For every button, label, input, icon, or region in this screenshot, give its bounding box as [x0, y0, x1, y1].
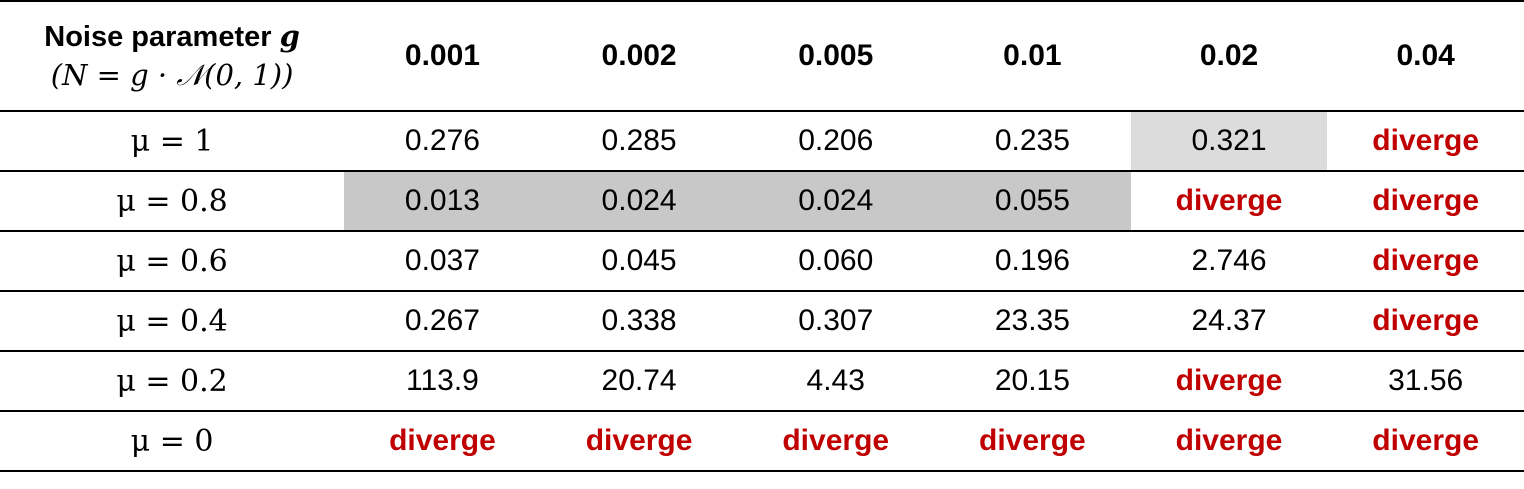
table-cell: 0.267	[344, 291, 541, 352]
table-cell: 0.338	[540, 291, 738, 352]
table-cell: diverge	[737, 411, 935, 472]
table-cell: 0.285	[540, 111, 738, 172]
table-cell: diverge	[1327, 231, 1524, 292]
table-cell: 4.43	[737, 351, 935, 412]
column-header: 0.001	[344, 0, 541, 112]
table-cell: diverge	[1130, 351, 1328, 412]
header-label-line1: Noise parameter	[44, 21, 272, 53]
table-cell: diverge	[1130, 171, 1328, 232]
column-header: 0.005	[737, 0, 935, 112]
table-cell: 0.024	[737, 171, 935, 232]
table-cell: 0.013	[344, 171, 541, 232]
table-cell: 0.045	[540, 231, 738, 292]
table-cell: diverge	[1327, 111, 1524, 172]
table-cell: diverge	[1327, 171, 1524, 232]
table-row: μ = 0.8 0.013 0.024 0.024 0.055 diverge diverg…	[0, 171, 1524, 232]
table-cell: 113.9	[344, 351, 541, 412]
table-cell: diverge	[344, 411, 541, 472]
table-cell: 0.206	[737, 111, 935, 172]
table-cell: 20.74	[540, 351, 738, 412]
results-table: Noise parameter g (N = g · 𝒩(0, 1)) 0.00…	[0, 0, 1524, 472]
column-header: 0.02	[1130, 0, 1328, 112]
row-label: μ = 0.8	[0, 171, 345, 232]
table-cell: diverge	[1327, 291, 1524, 352]
row-label: μ = 0.2	[0, 351, 345, 412]
header-label-cell: Noise parameter g (N = g · 𝒩(0, 1))	[0, 0, 345, 112]
table-cell: diverge	[540, 411, 738, 472]
table-cell: 2.746	[1130, 231, 1328, 292]
row-label: μ = 1	[0, 111, 345, 172]
table-cell: diverge	[1130, 411, 1328, 472]
table-cell: 0.276	[344, 111, 541, 172]
table-cell: 0.060	[737, 231, 935, 292]
row-label: μ = 0.4	[0, 291, 345, 352]
table-row: μ = 0.2 113.9 20.74 4.43 20.15 diverge 31.56	[0, 351, 1524, 412]
header-label-line2: (N = g · 𝒩(0, 1))	[50, 58, 294, 92]
table-cell: 0.196	[934, 231, 1131, 292]
table-cell: 0.037	[344, 231, 541, 292]
table-cell: diverge	[934, 411, 1131, 472]
table-row: μ = 0.4 0.267 0.338 0.307 23.35 24.37 diverge	[0, 291, 1524, 352]
table-cell: 0.055	[934, 171, 1131, 232]
table-cell: 20.15	[934, 351, 1131, 412]
table-row: μ = 0 diverge diverge diverge diverge diverge…	[0, 411, 1524, 472]
column-header: 0.002	[540, 0, 738, 112]
header-row: Noise parameter g (N = g · 𝒩(0, 1)) 0.00…	[0, 0, 1524, 112]
table-cell: 23.35	[934, 291, 1131, 352]
table-cell: 24.37	[1130, 291, 1328, 352]
header-label-var: g	[279, 19, 300, 53]
table-cell: 0.307	[737, 291, 935, 352]
table-body: μ = 1 0.276 0.285 0.206 0.235 0.321 diverge μ =…	[0, 111, 1524, 472]
column-header: 0.04	[1327, 0, 1524, 112]
table-cell: 31.56	[1327, 351, 1524, 412]
column-header: 0.01	[934, 0, 1131, 112]
table-cell: 0.321	[1130, 111, 1328, 172]
row-label: μ = 0.6	[0, 231, 345, 292]
table-cell: diverge	[1327, 411, 1524, 472]
table-cell: 0.024	[540, 171, 738, 232]
row-label: μ = 0	[0, 411, 345, 472]
table-row: μ = 1 0.276 0.285 0.206 0.235 0.321 diverge	[0, 111, 1524, 172]
table-row: μ = 0.6 0.037 0.045 0.060 0.196 2.746 diverge	[0, 231, 1524, 292]
table-cell: 0.235	[934, 111, 1131, 172]
